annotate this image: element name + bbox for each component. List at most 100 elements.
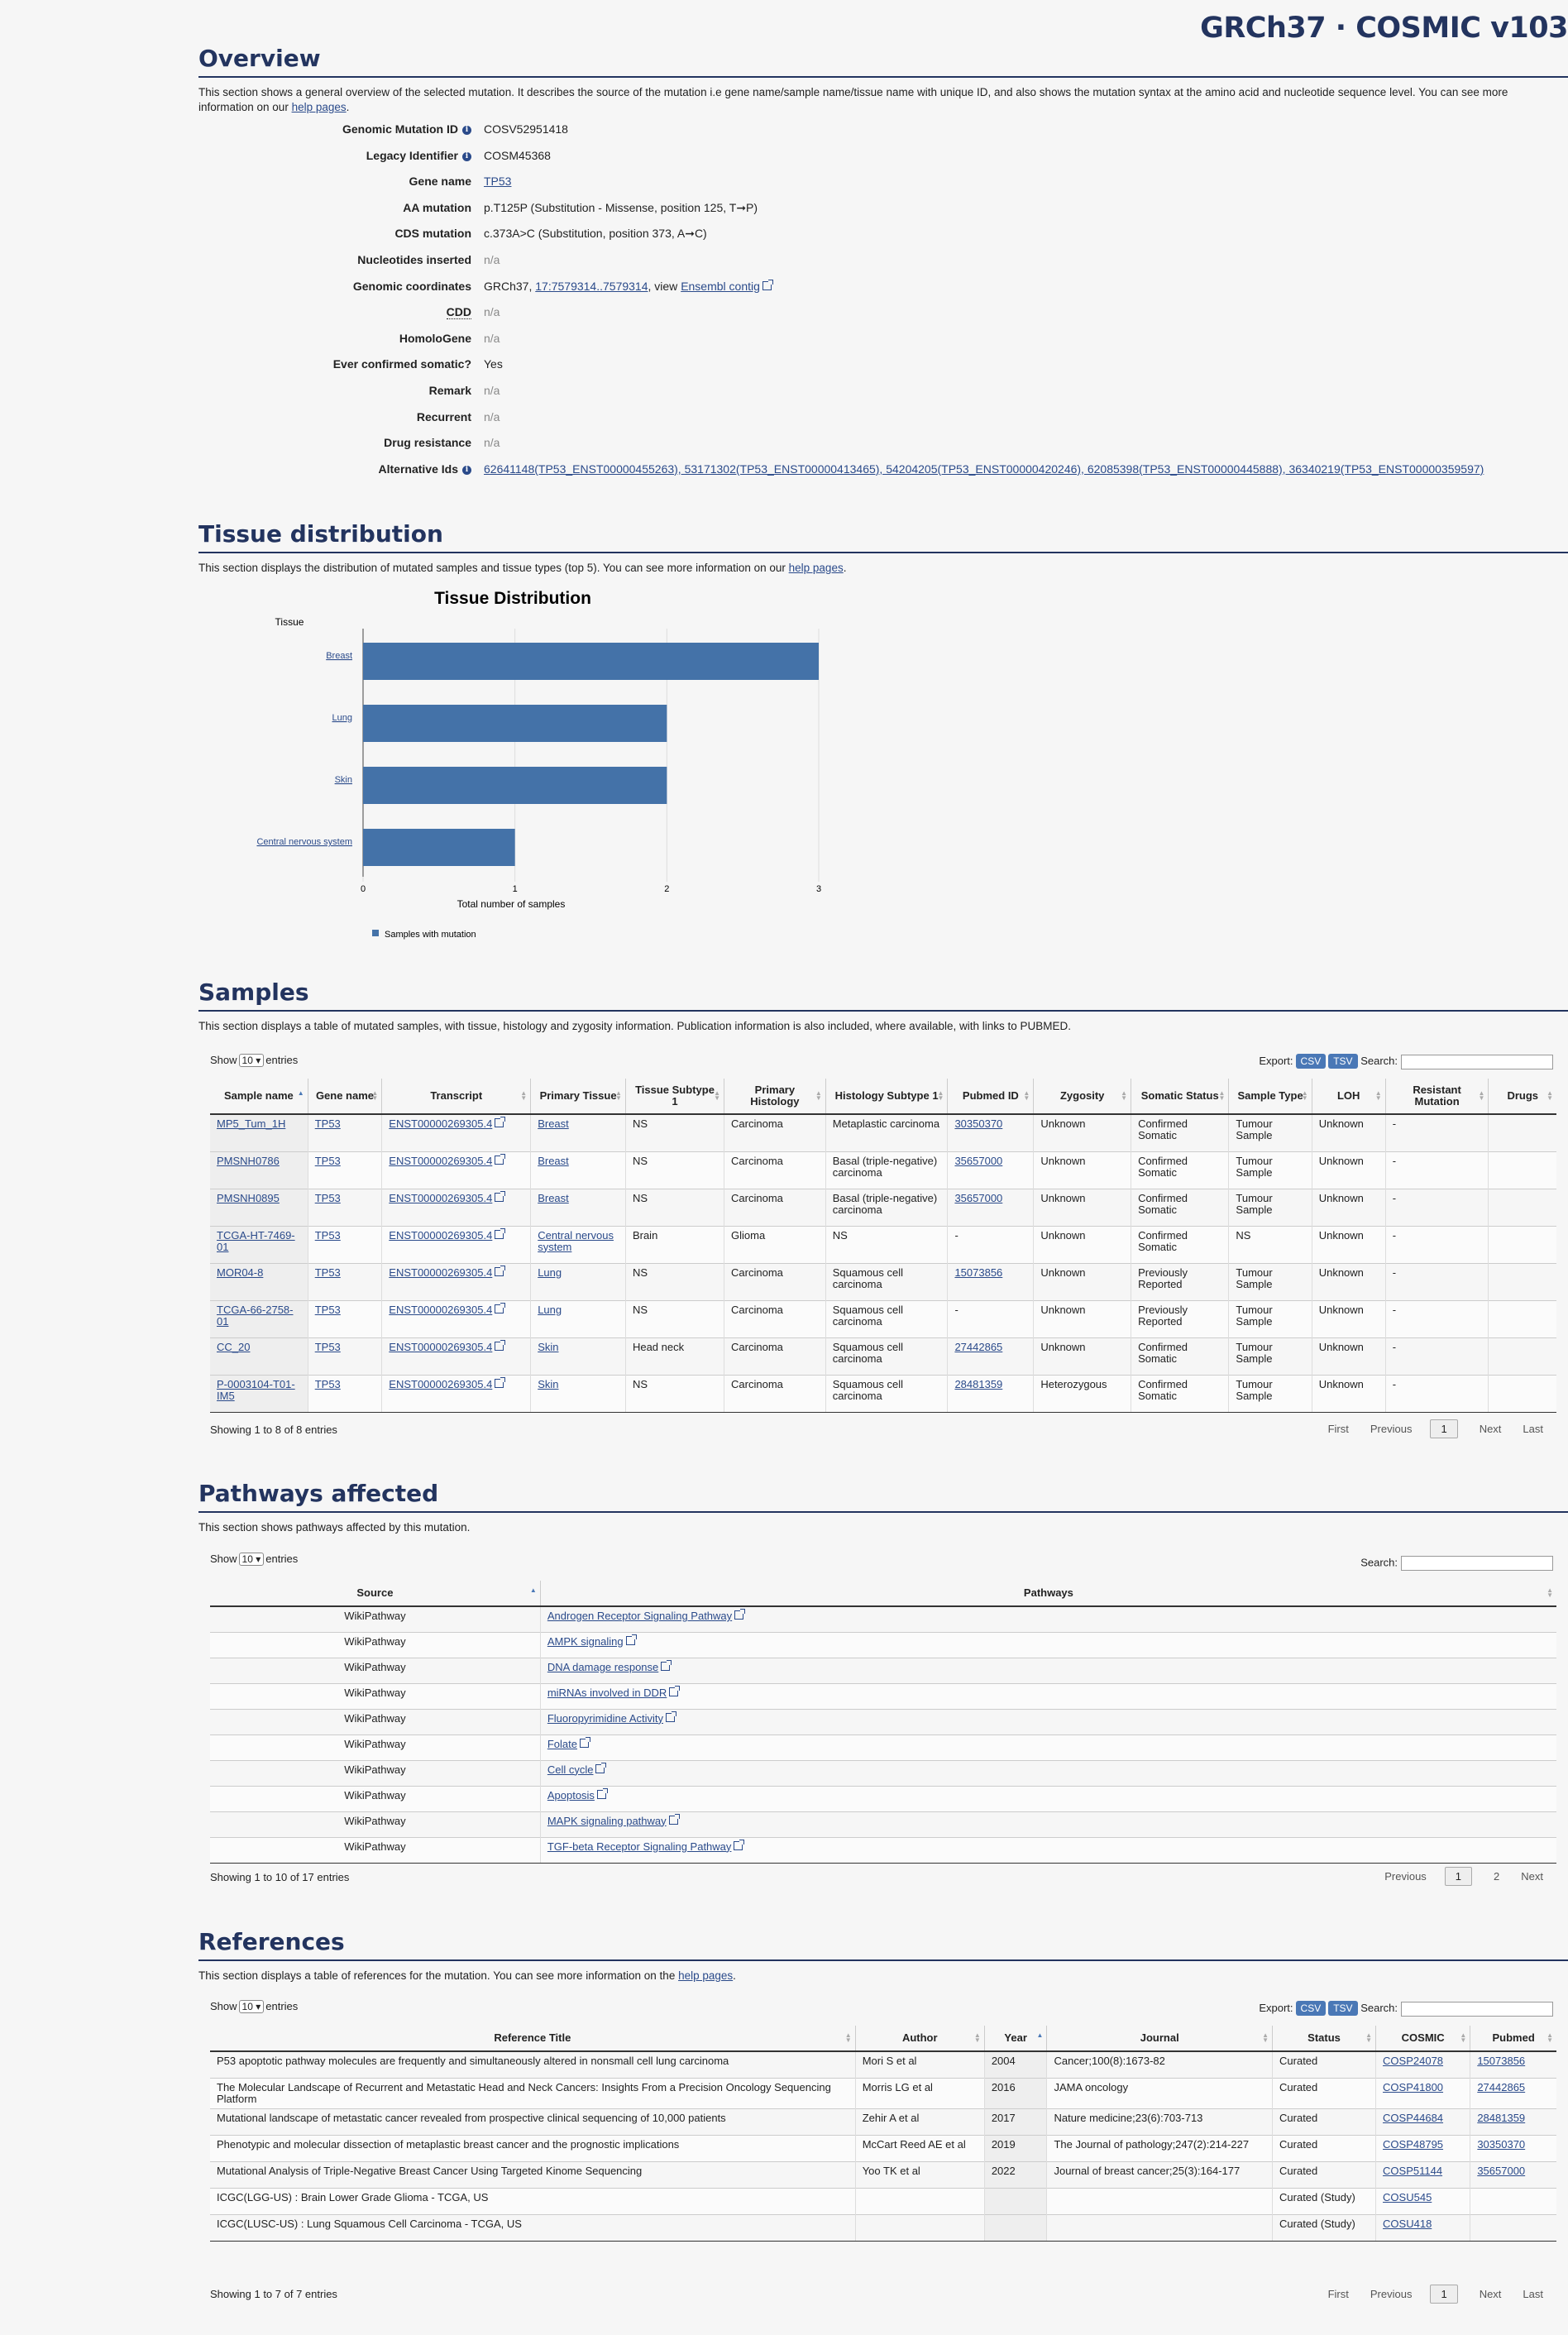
transcript-link[interactable]: ENST00000269305.4 <box>389 1303 493 1316</box>
column-header-pubmed-id[interactable]: Pubmed ID ▲ ▼ <box>947 1079 1034 1115</box>
pathways-link[interactable]: Fluoropyrimidine Activity <box>547 1711 663 1725</box>
bar-skin[interactable] <box>363 767 667 804</box>
bar-breast[interactable] <box>363 643 819 680</box>
pathways-link[interactable]: miRNAs involved in DDR <box>547 1686 667 1699</box>
pubmed-link[interactable]: 30350370 <box>1477 2137 1526 2151</box>
last-page-button[interactable]: Last <box>1523 2288 1543 2300</box>
primary-tissue-link[interactable]: Skin <box>538 1340 559 1353</box>
pubmed-id-link[interactable]: 30350370 <box>954 1117 1003 1130</box>
help-pages-link[interactable]: help pages <box>788 562 844 574</box>
column-header-author[interactable]: Author ▲ ▼ <box>854 2026 985 2052</box>
sample-name-link[interactable]: CC_20 <box>217 1340 251 1353</box>
samples-search-input[interactable] <box>1401 1054 1553 1069</box>
gene-name-link[interactable]: TP53 <box>314 1377 341 1390</box>
pubmed-link[interactable]: 27442865 <box>1477 2080 1526 2093</box>
info-icon[interactable]: i <box>462 151 471 161</box>
column-header-pubmed[interactable]: Pubmed ▲ ▼ <box>1470 2026 1556 2052</box>
help-pages-link[interactable]: help pages <box>291 101 347 113</box>
transcript-link[interactable]: ENST00000269305.4 <box>389 1228 493 1242</box>
samples-entries-select[interactable]: 10 ▾ <box>238 1054 265 1067</box>
column-header-loh[interactable]: LOH ▲ ▼ <box>1311 1079 1386 1115</box>
pubmed-id-link[interactable]: 28481359 <box>954 1377 1003 1390</box>
transcript-link[interactable]: ENST00000269305.4 <box>389 1117 493 1130</box>
pubmed-id-link[interactable]: 15073856 <box>954 1266 1003 1279</box>
page-1-button[interactable]: 1 <box>1430 1419 1458 1438</box>
column-header-cosmic[interactable]: COSMIC ▲ ▼ <box>1375 2026 1470 2052</box>
column-header-somatic-status[interactable]: Somatic Status ▲ ▼ <box>1131 1079 1229 1115</box>
pubmed-id-link[interactable]: 35657000 <box>954 1191 1003 1204</box>
gene-name-link[interactable]: TP53 <box>314 1191 341 1204</box>
cosmic-link[interactable]: COSP41800 <box>1383 2080 1444 2093</box>
column-header-sample-name[interactable]: Sample name ▲ <box>210 1079 308 1115</box>
gene-name-link[interactable]: TP53 <box>314 1154 341 1167</box>
column-header-journal[interactable]: Journal ▲ ▼ <box>1046 2026 1273 2052</box>
primary-tissue-link[interactable]: Central nervous system <box>538 1228 614 1253</box>
column-header-status[interactable]: Status ▲ ▼ <box>1272 2026 1376 2052</box>
pathways-link[interactable]: Apoptosis <box>547 1788 595 1801</box>
export-csv-button[interactable]: CSV <box>1295 1054 1327 1069</box>
transcript-link[interactable]: ENST00000269305.4 <box>389 1191 493 1204</box>
sample-name-link[interactable]: PMSNH0786 <box>217 1154 280 1167</box>
cosmic-link[interactable]: COSP48795 <box>1383 2137 1444 2151</box>
last-page-button[interactable]: Last <box>1523 1423 1543 1435</box>
gene-name-link[interactable]: TP53 <box>314 1303 341 1316</box>
column-header-transcript[interactable]: Transcript ▲ ▼ <box>381 1079 531 1115</box>
category-link-skin[interactable]: Skin <box>335 775 352 785</box>
first-page-button[interactable]: First <box>1327 2288 1349 2300</box>
gene-name-link[interactable]: TP53 <box>484 175 512 189</box>
primary-tissue-link[interactable]: Skin <box>538 1377 559 1390</box>
export-csv-button[interactable]: CSV <box>1295 2001 1327 2016</box>
primary-tissue-link[interactable]: Breast <box>538 1191 569 1204</box>
export-tsv-button[interactable]: TSV <box>1328 1054 1358 1069</box>
transcript-link[interactable]: ENST00000269305.4 <box>389 1340 493 1353</box>
column-header-year[interactable]: Year ▲ <box>983 2026 1047 2052</box>
transcript-link[interactable]: ENST00000269305.4 <box>389 1154 493 1167</box>
cosmic-link[interactable]: COSP24078 <box>1383 2055 1444 2067</box>
sample-name-link[interactable]: MOR04-8 <box>217 1266 264 1279</box>
gene-name-link[interactable]: TP53 <box>314 1117 341 1130</box>
next-page-button[interactable]: Next <box>1479 2288 1502 2300</box>
primary-tissue-link[interactable]: Lung <box>538 1266 562 1279</box>
gene-name-link[interactable]: TP53 <box>314 1228 341 1242</box>
first-page-button[interactable]: First <box>1327 1423 1349 1435</box>
primary-tissue-link[interactable]: Breast <box>538 1154 569 1167</box>
primary-tissue-link[interactable]: Breast <box>538 1117 569 1130</box>
previous-page-button[interactable]: Previous <box>1370 2288 1413 2300</box>
column-header-gene-name[interactable]: Gene name ▲ ▼ <box>307 1079 382 1115</box>
genomic-coordinates-link[interactable]: 17:7579314..7579314 <box>535 279 648 293</box>
sample-name-link[interactable]: MP5_Tum_1H <box>217 1117 286 1130</box>
previous-page-button[interactable]: Previous <box>1370 1423 1413 1435</box>
column-header-tissue-subtype-1[interactable]: Tissue Subtype 1 ▲ ▼ <box>624 1079 724 1115</box>
page-1-button[interactable]: 1 <box>1444 1867 1473 1886</box>
column-header-source[interactable]: Source ▲ <box>210 1581 541 1607</box>
page-1-button[interactable]: 1 <box>1430 2285 1458 2304</box>
transcript-link[interactable]: ENST00000269305.4 <box>389 1377 493 1390</box>
column-header-histology-subtype-1[interactable]: Histology Subtype 1 ▲ ▼ <box>825 1079 948 1115</box>
next-page-button[interactable]: Next <box>1479 1423 1502 1435</box>
sample-name-link[interactable]: TCGA-HT-7469-01 <box>217 1228 295 1253</box>
column-header-zygosity[interactable]: Zygosity ▲ ▼ <box>1033 1079 1131 1115</box>
info-icon[interactable]: i <box>462 126 471 135</box>
next-page-button[interactable]: Next <box>1521 1870 1543 1883</box>
column-header-reference-title[interactable]: Reference Title ▲ ▼ <box>210 2026 856 2052</box>
pathways-link[interactable]: AMPK signaling <box>547 1634 624 1648</box>
pubmed-id-link[interactable]: 35657000 <box>954 1154 1003 1167</box>
pathways-link[interactable]: Cell cycle <box>547 1763 594 1776</box>
sample-name-link[interactable]: TCGA-66-2758-01 <box>217 1303 294 1328</box>
sample-name-link[interactable]: P-0003104-T01-IM5 <box>217 1377 295 1402</box>
column-header-primary-tissue[interactable]: Primary Tissue ▲ ▼ <box>530 1079 626 1115</box>
bar-central-nervous-system[interactable] <box>363 829 515 866</box>
previous-page-button[interactable]: Previous <box>1384 1870 1427 1883</box>
transcript-link[interactable]: ENST00000269305.4 <box>389 1266 493 1279</box>
pathways-search-input[interactable] <box>1401 1556 1553 1571</box>
column-header-sample-type[interactable]: Sample Type ▲ ▼ <box>1228 1079 1312 1115</box>
references-search-input[interactable] <box>1401 2001 1553 2017</box>
pathways-link[interactable]: TGF-beta Receptor Signaling Pathway <box>547 1840 732 1853</box>
export-tsv-button[interactable]: TSV <box>1328 2001 1358 2016</box>
pubmed-link[interactable]: 15073856 <box>1477 2055 1526 2067</box>
cosmic-link[interactable]: COSU418 <box>1383 2217 1432 2230</box>
bar-lung[interactable] <box>363 705 667 742</box>
sample-name-link[interactable]: PMSNH0895 <box>217 1191 280 1204</box>
cosmic-link[interactable]: COSP44684 <box>1383 2111 1444 2124</box>
category-link-lung[interactable]: Lung <box>332 713 352 723</box>
